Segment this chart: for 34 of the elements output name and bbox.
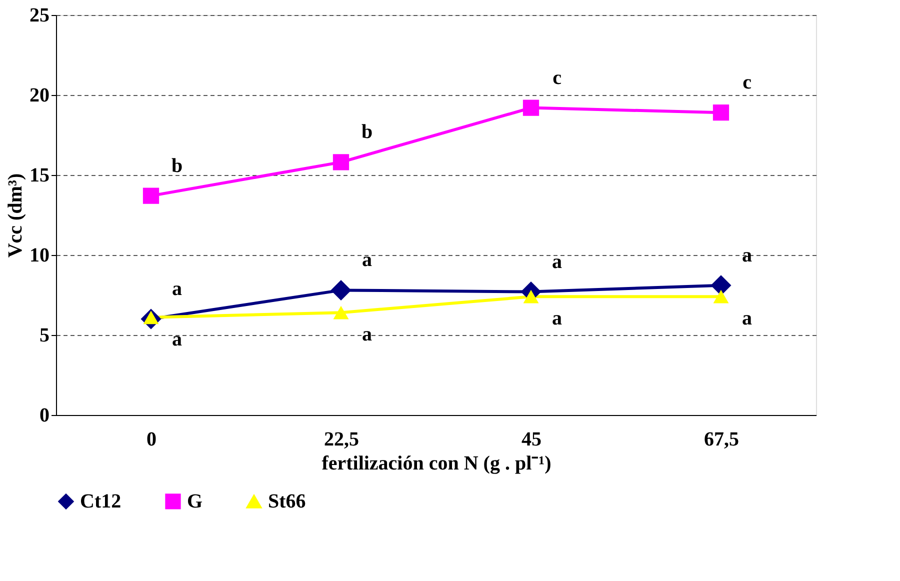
annotation: b — [361, 121, 373, 144]
point — [522, 100, 540, 116]
y-tick-label: 5 — [40, 324, 50, 346]
x-tick-label: 0 — [146, 428, 156, 450]
x-axis-title: fertilización con N (g . pl⁻¹) — [322, 452, 552, 474]
y-tick-label: 10 — [30, 244, 50, 266]
annotation: c — [552, 66, 562, 89]
point — [142, 188, 160, 204]
annotation: a — [552, 250, 562, 273]
annotation: a — [172, 278, 182, 300]
y-tick-label: 0 — [40, 404, 50, 426]
y-tick-label: 25 — [30, 4, 50, 26]
legend-label: St66 — [268, 490, 306, 512]
annotation: c — [742, 72, 752, 94]
y-axis-title: Vcc (dm³) — [4, 173, 26, 258]
legend-label: Ct12 — [80, 490, 122, 512]
point — [332, 154, 350, 170]
annotation: a — [552, 308, 562, 330]
point — [330, 280, 352, 300]
point — [713, 290, 729, 304]
x-tick-label: 45 — [522, 428, 542, 450]
point — [523, 290, 539, 304]
annotation: b — [171, 154, 183, 177]
y-tick-label: 15 — [30, 164, 50, 186]
point — [333, 306, 349, 320]
x-tick-label: 22,5 — [324, 428, 359, 450]
annotation: a — [362, 249, 372, 272]
annotation: a — [172, 328, 182, 350]
point — [712, 104, 730, 121]
annotation: a — [742, 308, 752, 330]
legend-label: G — [187, 490, 203, 512]
y-tick-label: 20 — [30, 84, 50, 106]
annotation: a — [362, 324, 372, 346]
x-tick-label: 67,5 — [704, 428, 739, 450]
